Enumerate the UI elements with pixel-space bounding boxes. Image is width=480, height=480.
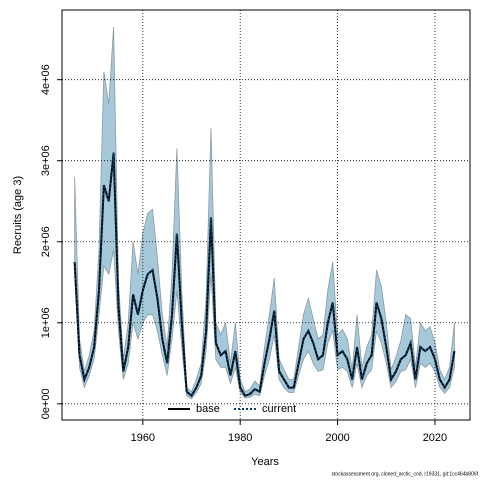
x-tick-label: 2020 (423, 432, 447, 444)
y-tick-label: 1e+06 (40, 307, 52, 338)
x-tick-label: 1960 (131, 432, 155, 444)
y-tick-label: 0e+00 (40, 388, 52, 419)
x-axis-label: Years (251, 456, 279, 468)
y-axis-label: Recruits (age 3) (12, 176, 24, 254)
confidence-band (74, 26, 455, 400)
plot-frame (61, 9, 471, 421)
x-tick-label: 1980 (228, 432, 252, 444)
series-line (73, 152, 456, 398)
y-tick-label: 4e+06 (40, 64, 52, 95)
legend-label: current (262, 403, 296, 415)
y-tick-label: 3e+06 (40, 145, 52, 176)
y-tick-label: 2e+06 (40, 226, 52, 257)
x-tick-label: 2000 (325, 432, 349, 444)
footnote: stockassessment.org, cloned_arctic_cod, … (332, 471, 479, 477)
legend-label: base (196, 403, 220, 415)
